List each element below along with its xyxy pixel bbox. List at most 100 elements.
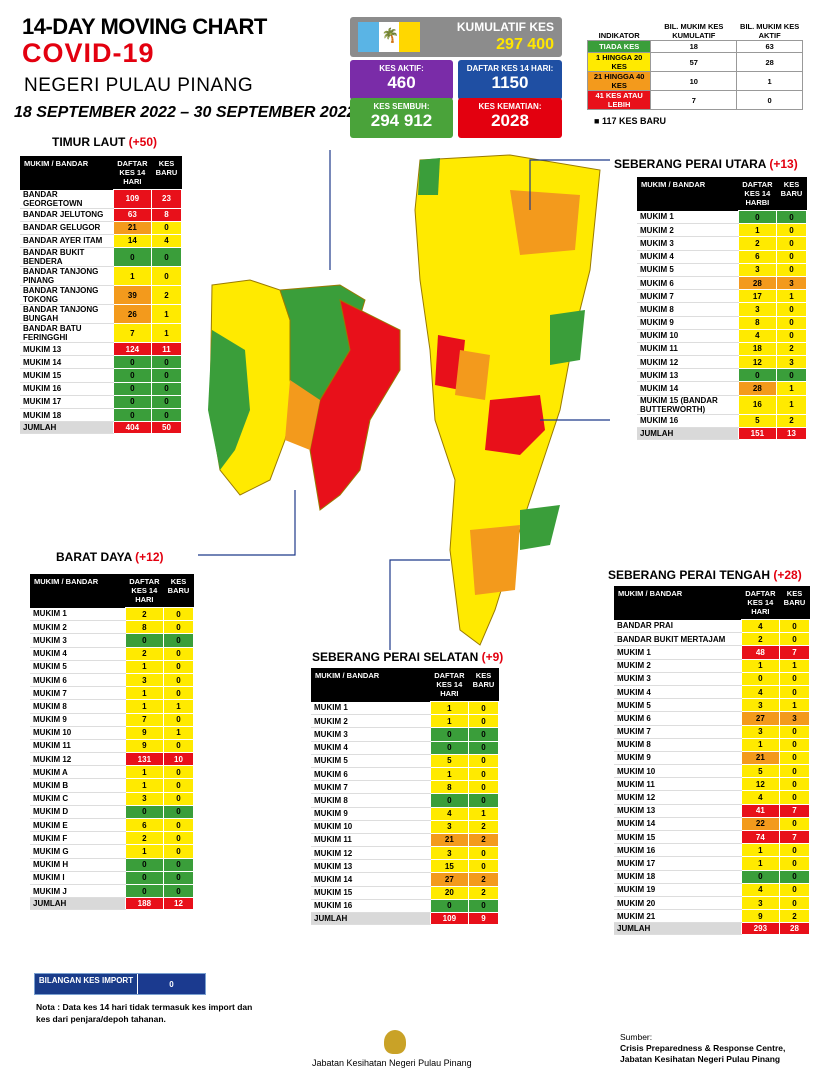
row-label: BANDAR BATU FERINGGHI xyxy=(20,323,114,344)
new-cases: 0 xyxy=(163,883,194,899)
table-row: MUKIM 13 124 11 xyxy=(20,342,182,357)
col-header: DAFTAR KES 14 HARBI xyxy=(738,177,777,211)
table-row: MUKIM 21 9 2 xyxy=(614,909,810,924)
active-label: KES AKTIF: xyxy=(379,64,424,73)
title-covid: COVID-19 xyxy=(22,38,155,68)
row-label: MUKIM 12 xyxy=(637,355,739,370)
title-line1: 14-DAY MOVING CHART xyxy=(22,14,267,39)
new-cases: 0 xyxy=(779,618,810,634)
new-cases: 0 xyxy=(779,671,810,686)
cases-14d: 0 xyxy=(740,869,781,884)
registered-box: DAFTAR KES 14 HARI: 1150 xyxy=(458,60,562,100)
ind-val: 10 xyxy=(650,71,738,91)
new-cases: 3 xyxy=(776,275,807,291)
footer-agency: Jabatan Kesihatan Negeri Pulau Pinang xyxy=(312,1058,472,1068)
cases-14d: 3 xyxy=(429,819,470,834)
new-cases: 1 xyxy=(776,394,807,415)
row-label: MUKIM 16 xyxy=(20,382,114,396)
cases-14d: 4 xyxy=(740,882,781,897)
col-header: MUKIM / BANDAR xyxy=(637,177,739,211)
cases-14d: 3 xyxy=(124,791,165,806)
table-row: BANDAR TANJONG PINANG 1 0 xyxy=(20,266,182,287)
row-label: MUKIM 13 xyxy=(311,859,431,874)
cases-14d: 1 xyxy=(429,714,470,729)
new-cases: 0 xyxy=(151,407,182,423)
region-plus: (+13) xyxy=(769,157,798,171)
row-label: MUKIM 11 xyxy=(637,342,739,357)
row-label: MUKIM 18 xyxy=(614,870,742,884)
col-header: DAFTAR KES 14 HARI xyxy=(430,668,469,702)
row-label: MUKIM 2 xyxy=(311,714,431,729)
row-label: MUKIM 10 xyxy=(311,820,431,834)
row-label: MUKIM 10 xyxy=(637,329,739,343)
row-label: BANDAR BUKIT BENDERA xyxy=(20,247,114,268)
ind-val: 28 xyxy=(736,52,803,72)
crest-icon xyxy=(384,1030,406,1054)
new-cases: 0 xyxy=(163,791,194,806)
cases-14d: 1 xyxy=(124,765,165,780)
new-cases: 0 xyxy=(163,633,194,648)
new-cases: 0 xyxy=(163,817,194,833)
new-cases: 2 xyxy=(776,413,807,428)
row-label: MUKIM 7 xyxy=(637,289,739,304)
row-label: BANDAR TANJONG TOKONG xyxy=(20,285,114,306)
cases-14d: 0 xyxy=(429,898,470,914)
cases-14d: 0 xyxy=(429,727,470,742)
seberang-perai xyxy=(414,154,601,646)
spu-table: MUKIM / BANDAR DAFTAR KES 14 HARBI KES BAR… xyxy=(637,177,807,440)
table-row: MUKIM 15 20 2 xyxy=(311,885,499,900)
row-label: BANDAR BUKIT MERTAJAM xyxy=(614,632,742,647)
title-spu: SEBERANG PERAI UTARA (+13) xyxy=(614,157,798,171)
table-row: MUKIM 14 0 0 xyxy=(20,355,182,370)
cases-14d: 131 xyxy=(124,752,165,767)
table-row: BANDAR BATU FERINGGHI 7 1 xyxy=(20,323,182,344)
penang-map xyxy=(198,150,610,650)
new-cases: 0 xyxy=(776,368,807,383)
source-line2: Jabatan Kesihatan Negeri Pulau Pinang xyxy=(620,1054,781,1064)
row-label: MUKIM 11 xyxy=(30,739,126,754)
cases-14d: 4 xyxy=(740,790,781,805)
row-label: MUKIM 11 xyxy=(311,833,431,848)
table-row: MUKIM 20 3 0 xyxy=(614,895,810,911)
row-label: MUKIM 4 xyxy=(30,647,126,661)
table-row: MUKIM 7 17 1 xyxy=(637,289,807,304)
table-row: MUKIM 16 5 2 xyxy=(637,413,807,428)
cases-14d: 1 xyxy=(740,658,781,673)
title-state: NEGERI PULAU PINANG xyxy=(24,75,254,96)
cases-14d: 2 xyxy=(737,236,778,251)
cases-14d: 27 xyxy=(740,711,781,726)
cases-14d: 39 xyxy=(112,285,153,306)
table-row: MUKIM 13 41 7 xyxy=(614,803,810,818)
col-header: DAFTAR KES 14 HARI xyxy=(113,156,152,190)
cases-14d: 9 xyxy=(124,738,165,754)
cases-14d: 0 xyxy=(740,671,781,686)
new-cases: 0 xyxy=(779,777,810,792)
total-new: 13 xyxy=(776,426,807,440)
cases-14d: 4 xyxy=(740,684,781,700)
ind-h2: BIL. MUKIM KES KUMULATIF xyxy=(664,22,724,40)
cases-14d: 3 xyxy=(124,672,165,688)
table-row: BANDAR TANJONG TOKONG 39 2 xyxy=(20,285,182,306)
table-row: MUKIM 18 0 0 xyxy=(614,869,810,884)
row-label: MUKIM 3 xyxy=(614,672,742,686)
table-row: MUKIM 10 3 2 xyxy=(311,819,499,834)
deaths-box: KES KEMATIAN: 2028 xyxy=(458,98,562,138)
cases-14d: 28 xyxy=(737,381,778,396)
region-plus: (+28) xyxy=(773,568,802,582)
cases-14d: 6 xyxy=(124,817,165,833)
row-label: MUKIM 18 xyxy=(20,408,114,423)
col-header: KES BARU xyxy=(776,177,807,211)
new-cases: 1 xyxy=(776,289,807,304)
row-label: MUKIM 7 xyxy=(614,725,742,739)
cases-14d: 28 xyxy=(737,275,778,291)
table-row: MUKIM 14 27 2 xyxy=(311,872,499,887)
cases-14d: 0 xyxy=(429,793,470,808)
new-cases: 0 xyxy=(163,870,194,885)
new-cases: 0 xyxy=(468,727,499,742)
